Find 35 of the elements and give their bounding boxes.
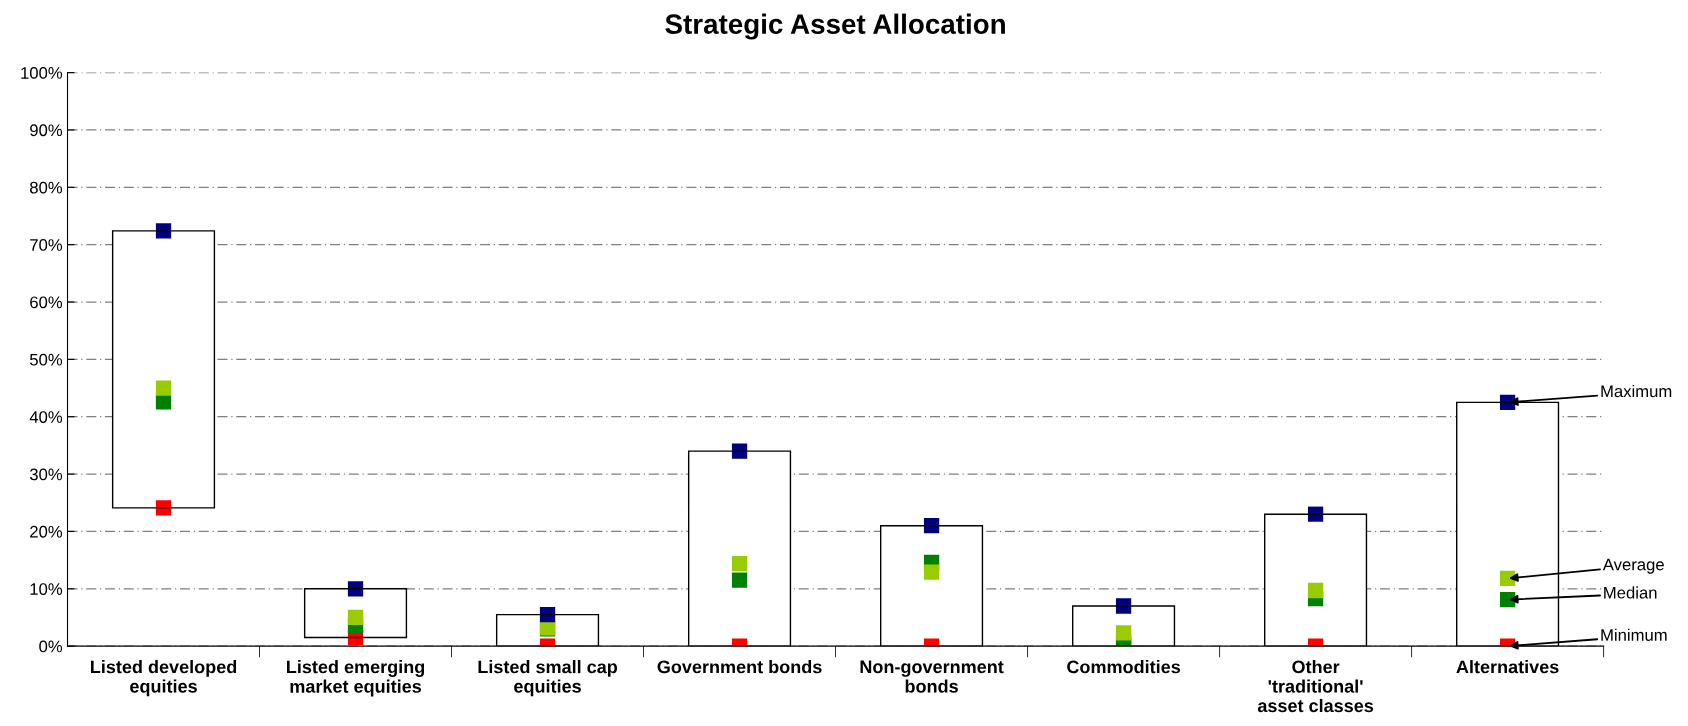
y-tick-label: 30% <box>29 468 63 481</box>
y-tick-label: 70% <box>30 239 63 251</box>
y-tick-label: 20% <box>30 525 63 538</box>
point <box>1307 582 1324 599</box>
annotation: Maximum <box>1601 384 1672 398</box>
chart-title: Strategic Asset Allocation <box>665 13 1005 40</box>
annotation: Average <box>1602 558 1664 574</box>
point <box>731 572 748 588</box>
y-tick-label: 60% <box>30 296 63 309</box>
point <box>155 380 172 396</box>
point <box>731 555 748 572</box>
x-tick-label: Government bonds <box>657 660 822 674</box>
annotation: Minimum <box>1601 628 1667 641</box>
annotation: Median <box>1604 586 1657 599</box>
x-tick-label: Commodities <box>1067 660 1181 674</box>
y-tick-label: 40% <box>29 411 63 423</box>
y-tick-label: 50% <box>29 353 63 366</box>
x-tick-label: Non-government bonds <box>860 660 1004 693</box>
point <box>923 518 940 534</box>
x-tick-label: Alternatives <box>1456 660 1559 674</box>
point <box>347 609 364 626</box>
x-tick-label: Listed developed equities <box>91 660 237 697</box>
point <box>347 581 364 597</box>
point <box>1115 625 1132 641</box>
point <box>1307 506 1324 522</box>
point <box>539 606 556 623</box>
y-tick-label: 90% <box>30 124 63 137</box>
y-tick-label: 10% <box>30 583 63 595</box>
y-tick-label: 100% <box>21 67 63 79</box>
x-tick-label: Listed small cap equities <box>478 660 618 697</box>
x-tick-label: Other 'traditional' asset classes <box>1257 660 1374 713</box>
point <box>923 564 940 580</box>
x-tick-label: Listed emerging market equities <box>287 660 425 697</box>
y-tick-label: 0% <box>39 640 63 653</box>
y-tick-label: 80% <box>30 181 63 194</box>
